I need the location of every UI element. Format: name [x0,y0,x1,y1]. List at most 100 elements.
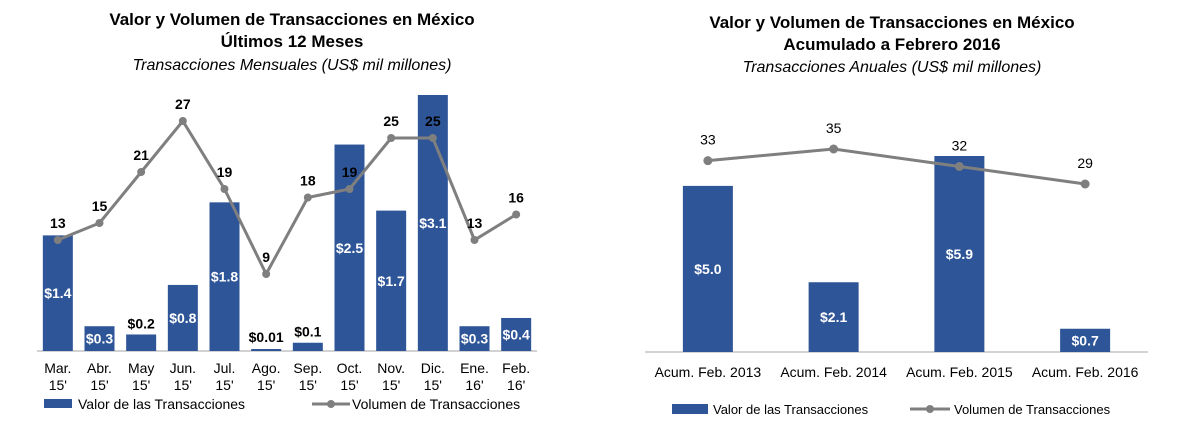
bar [251,349,282,351]
volume-line [57,118,517,278]
x-tick-label: Jun. [170,360,196,376]
x-tick-label: Ene. [460,360,489,376]
right-chart-title: Valor y Volumen de Transacciones en Méxi… [709,13,1074,32]
bar [126,334,157,351]
left-legend: Valor de las Transacciones Volumen de Tr… [44,396,520,412]
bar-value-label: $0.8 [169,310,196,326]
volume-line [707,147,1086,186]
legend-bar-swatch [44,399,72,408]
bar [459,326,490,351]
left-chart-subtitle-bold: Últimos 12 Meses [221,32,364,51]
x-tick-label: Sep. [293,360,322,376]
x-tick-label: 15' [424,377,442,393]
volume-label: 25 [425,113,441,129]
legend-line-label: Volumen de Transacciones [352,396,520,412]
left-chart-title: Valor y Volumen de Transacciones en Méxi… [109,10,474,29]
bar [682,185,733,352]
legend-bar-swatch [672,404,708,414]
bar-value-label: $3.1 [419,215,446,231]
bar-value-label: $0.01 [249,329,284,345]
bar-value-label: $0.4 [503,326,530,342]
x-tick-label: Acum. Feb. 2013 [655,364,762,380]
bar [501,317,532,351]
bar [808,282,859,352]
x-tick-label: 15' [382,377,400,393]
bar-value-label: $5.9 [946,246,973,262]
left-chart-subtitle: Transacciones Mensuales (US$ mil millone… [133,57,452,74]
volume-label: 27 [175,96,191,112]
bar-value-label: $5.0 [694,261,721,277]
x-tick-label: 16' [507,377,525,393]
volume-label: 35 [826,120,842,136]
volume-point [345,185,354,193]
legend-line-label: Volumen de Transacciones [954,402,1111,417]
x-tick-label: May [128,360,154,376]
bar-value-label: $0.7 [1072,332,1099,348]
bar-value-label: $0.1 [294,324,321,340]
x-tick-label: Nov. [377,360,405,376]
bar [167,284,198,351]
volume-point [387,134,396,142]
x-tick-label: 15' [174,377,192,393]
bar-value-label: $1.7 [378,273,405,289]
x-tick-label: Abr. [87,360,112,376]
x-tick-label: Acum. Feb. 2014 [780,364,887,380]
x-tick-label: Ago. [252,360,281,376]
volume-point [470,236,479,244]
volume-label: 33 [700,132,716,148]
bar [209,202,240,351]
volume-point [512,210,521,219]
volume-point [829,144,839,154]
bar [1060,328,1111,352]
bar [376,210,407,351]
bar [292,342,323,351]
x-tick-label: Oct. [337,360,363,376]
x-tick-label: Acum. Feb. 2016 [1032,364,1139,380]
legend-bar-label: Valor de las Transacciones [713,402,869,417]
volume-label: 29 [1077,155,1093,171]
volume-point [178,117,187,125]
x-tick-label: 16' [465,377,483,393]
bar-value-label: $0.3 [86,331,113,347]
volume-label: 18 [300,173,316,189]
x-tick-label: Feb. [502,360,530,376]
x-tick-label: 15' [299,377,317,393]
volume-point [303,193,312,202]
legend-bar-label: Valor de las Transacciones [78,396,245,412]
right-legend: Valor de las Transacciones Volumen de Tr… [672,402,1111,417]
volume-point [220,185,229,193]
volume-point [53,236,62,244]
volume-point [703,156,713,166]
x-tick-label: Acum. Feb. 2015 [906,364,1013,380]
bar-value-label: $1.8 [211,269,238,285]
volume-label: 25 [383,113,399,129]
volume-point [95,219,104,227]
volume-label: 15 [92,198,108,214]
x-tick-label: 15' [90,377,108,393]
x-tick-label: 15' [49,377,67,393]
bar-value-label: $0.2 [128,315,155,331]
volume-label: 16 [508,190,524,206]
volume-point [428,134,437,142]
x-tick-label: Jul. [214,360,236,376]
bar-value-label: $2.1 [820,309,847,325]
volume-label: 21 [133,147,149,163]
bar-value-label: $0.3 [461,331,488,347]
bar [42,235,73,351]
volume-point [137,168,146,176]
left-plot: Mar.15'Abr.15'May15'Jun.15'Jul.15'Ago.15… [37,95,537,393]
right-chart-subtitle: Transacciones Anuales (US$ mil millones) [743,59,1042,76]
x-tick-label: Mar. [44,360,71,376]
bar [934,156,985,352]
volume-label: 19 [217,164,233,180]
right-chart-subtitle-bold: Acumulado a Febrero 2016 [783,35,1000,54]
volume-label: 13 [467,215,483,231]
volume-point [262,270,271,278]
x-tick-label: 15' [215,377,233,393]
bar [84,326,115,351]
bar-value-label: $2.5 [336,240,363,256]
legend-line-marker [327,400,335,408]
volume-point [954,162,964,171]
bar-value-label: $1.4 [44,285,71,301]
